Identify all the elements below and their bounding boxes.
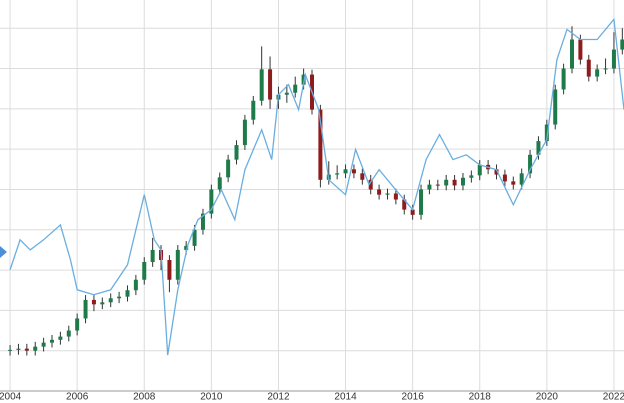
candle-body [419, 189, 424, 215]
candle-body [125, 290, 130, 297]
candle-body [620, 39, 624, 50]
x-tick-label: 2016 [402, 392, 425, 403]
x-tick-label: 2020 [536, 392, 559, 403]
candle-body [561, 68, 566, 90]
candle-body [167, 259, 172, 280]
x-tick-label: 2022 [603, 392, 624, 403]
candle-body [83, 299, 88, 319]
candle-body [368, 179, 373, 190]
candle-body [427, 184, 432, 190]
candle-body [343, 169, 348, 174]
candle-body [351, 169, 356, 174]
candle-body [259, 69, 264, 101]
candle-body [268, 69, 273, 100]
candle-body [544, 124, 549, 142]
x-tick-label: 2018 [469, 392, 492, 403]
candle-body [226, 159, 231, 178]
candle-body [142, 262, 147, 280]
candle-body [242, 119, 247, 146]
candle-body [117, 296, 122, 299]
x-tick-label: 2004 [0, 392, 22, 403]
candle-body [570, 39, 574, 69]
candle-body [50, 339, 54, 343]
candle-body [402, 199, 407, 210]
x-tick-label: 2010 [200, 392, 223, 403]
candle-body [58, 336, 63, 340]
candle-body [217, 177, 222, 190]
candle-body [360, 173, 365, 180]
candle-body [175, 249, 180, 280]
candle-body [477, 164, 482, 176]
candle-body [8, 349, 13, 351]
candle-body [284, 92, 289, 95]
candle-body [75, 318, 80, 331]
x-tick-label: 2012 [267, 392, 290, 403]
candle-body [16, 348, 21, 350]
candle-body [519, 173, 524, 185]
candle-body [335, 173, 340, 175]
candle-body [494, 169, 499, 175]
candle-body [377, 189, 382, 195]
candle-body [469, 175, 474, 178]
candle-body [150, 249, 155, 263]
candle-body [209, 189, 214, 214]
candle-body [100, 302, 105, 305]
candle-body [595, 69, 600, 77]
marker-arrow [0, 246, 7, 258]
candle-body [460, 177, 465, 186]
overlay-line [9, 17, 624, 356]
candle-body [108, 298, 113, 303]
candle-body [234, 145, 239, 160]
candle-body [293, 84, 298, 93]
candle-body [192, 229, 197, 246]
candle-body [528, 154, 533, 174]
candle-body [452, 179, 457, 186]
candle-body [603, 68, 608, 70]
candle-body [184, 245, 189, 250]
candle-body [385, 193, 390, 195]
candle-body [578, 39, 583, 60]
x-tick-label: 2006 [66, 392, 89, 403]
candle-body [435, 184, 440, 186]
candle-body [553, 89, 558, 125]
x-tick-label: 2008 [133, 392, 156, 403]
candle-body [24, 348, 29, 351]
candle-body [133, 279, 138, 291]
candle-body [41, 342, 46, 347]
candle-body [393, 193, 398, 200]
candle-body [91, 299, 96, 305]
candle-body [251, 100, 256, 120]
candle-body [611, 49, 616, 69]
candle-body [66, 330, 71, 337]
candle-body [444, 179, 449, 186]
x-tick-label: 2014 [334, 392, 357, 403]
candle-body [410, 209, 415, 215]
candle-body [536, 141, 541, 155]
candle-body [301, 74, 306, 85]
candle-body [200, 213, 205, 230]
candle-body [318, 109, 323, 180]
candle-body [502, 174, 507, 182]
candle-body [586, 59, 591, 77]
candle-body [511, 181, 516, 185]
candle-body [33, 346, 38, 351]
